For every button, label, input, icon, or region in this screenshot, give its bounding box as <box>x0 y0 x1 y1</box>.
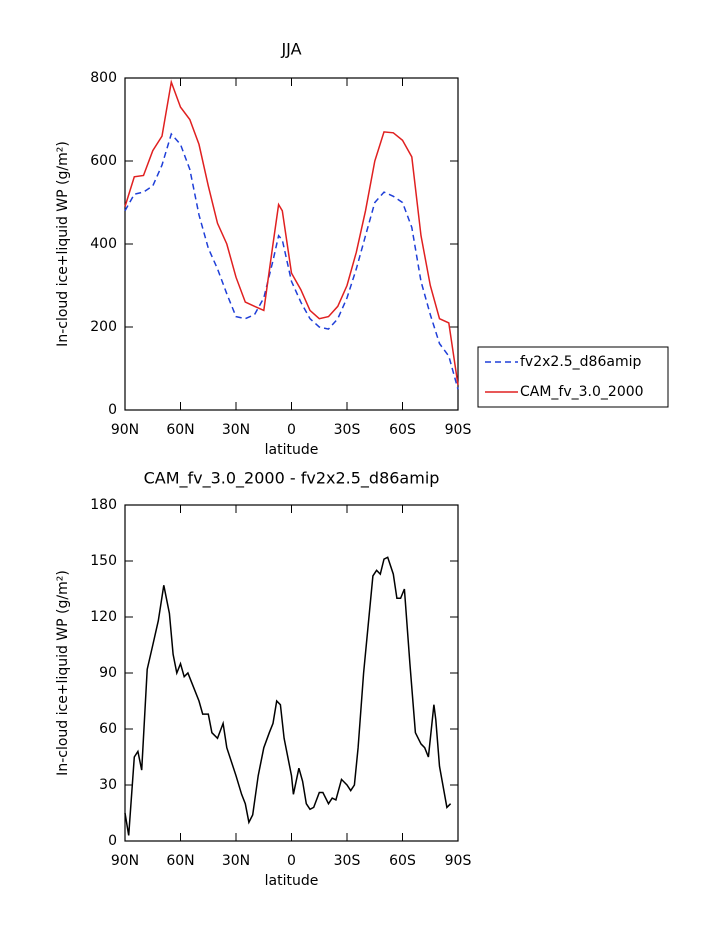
data-line <box>124 79 459 386</box>
y-tick-label: 150 <box>90 553 117 569</box>
y-tick-label: 180 <box>90 497 117 513</box>
x-tick-label: 60S <box>389 853 416 869</box>
y-tick-label: 400 <box>90 236 117 252</box>
x-tick-label: 30S <box>334 853 361 869</box>
data-line <box>124 132 459 390</box>
plot-frame <box>124 504 459 842</box>
y-tick-label: 90 <box>99 665 117 681</box>
x-tick-label: 90N <box>111 422 139 438</box>
y-tick-label: 0 <box>108 402 117 418</box>
x-tick-label: 30S <box>334 422 361 438</box>
x-tick-label: 90S <box>445 422 472 438</box>
x-tick-label: 30N <box>222 422 250 438</box>
x-tick-label: 0 <box>287 422 296 438</box>
y-tick-label: 800 <box>90 70 117 86</box>
legend-label: fv2x2.5_d86amip <box>520 354 641 370</box>
data-line <box>124 556 452 836</box>
x-tick-label: 90S <box>445 853 472 869</box>
y-tick-label: 120 <box>90 609 117 625</box>
legend-box <box>477 346 669 408</box>
chart-title: CAM_fv_3.0_2000 - fv2x2.5_d86amip <box>144 469 440 489</box>
y-tick-label: 60 <box>99 721 117 737</box>
y-tick-label: 0 <box>108 833 117 849</box>
y-tick-label: 30 <box>99 777 117 793</box>
x-tick-label: 90N <box>111 853 139 869</box>
x-tick-label: 30N <box>222 853 250 869</box>
x-tick-label: 60N <box>166 853 194 869</box>
y-axis-label: In-cloud ice+liquid WP (g/m²) <box>55 570 71 776</box>
plot-frame <box>124 77 459 411</box>
x-axis-label: latitude <box>265 442 319 458</box>
y-tick-label: 600 <box>90 153 117 169</box>
legend-label: CAM_fv_3.0_2000 <box>520 384 644 400</box>
y-axis-label: In-cloud ice+liquid WP (g/m²) <box>55 141 71 347</box>
y-tick-label: 200 <box>90 319 117 335</box>
x-tick-label: 60N <box>166 422 194 438</box>
x-tick-label: 60S <box>389 422 416 438</box>
x-tick-label: 0 <box>287 853 296 869</box>
x-axis-label: latitude <box>265 873 319 889</box>
chart-title: JJA <box>280 40 301 59</box>
